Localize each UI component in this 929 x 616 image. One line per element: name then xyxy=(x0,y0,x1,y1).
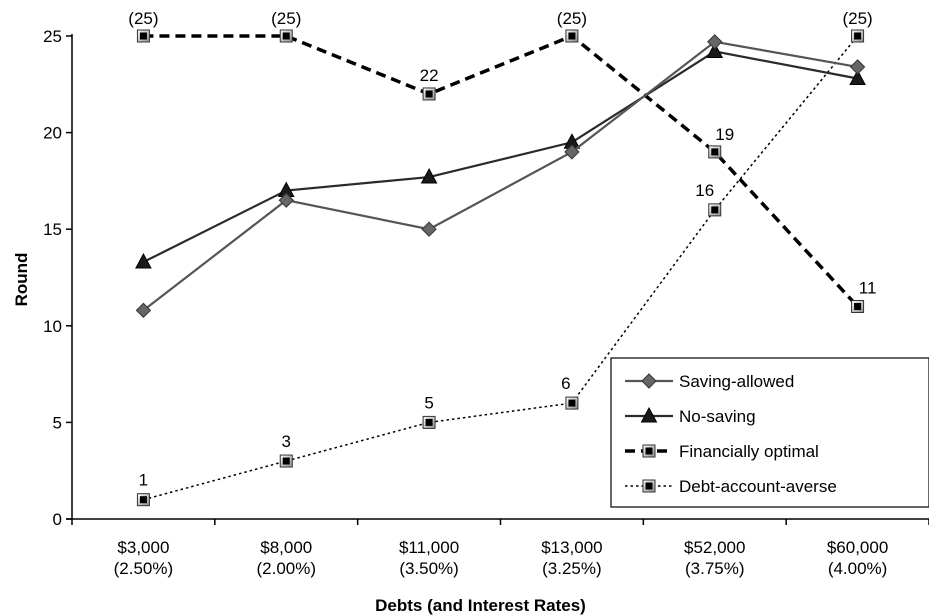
series-line xyxy=(143,33,859,308)
y-axis-title: Round xyxy=(12,253,31,307)
square-marker xyxy=(422,415,436,429)
legend-label: Debt-account-averse xyxy=(679,477,837,496)
square-marker xyxy=(136,493,150,507)
legend-square-marker xyxy=(642,444,656,458)
x-tick-label: $52,000 xyxy=(684,538,745,557)
data-label: 5 xyxy=(424,393,433,412)
marker-core xyxy=(645,482,653,490)
data-label: 19 xyxy=(715,125,734,144)
y-tick-label: 5 xyxy=(53,413,62,432)
marker-core xyxy=(425,90,433,98)
legend-item: Financially optimal xyxy=(625,442,819,461)
data-label: (25) xyxy=(271,9,301,28)
legend-label: Financially optimal xyxy=(679,442,819,461)
x-tick-label: $11,000 xyxy=(399,538,459,557)
square-marker xyxy=(708,203,722,217)
axes: 0510152025$3,000(2.50%)$8,000(2.00%)$11,… xyxy=(43,27,929,578)
y-tick-label: 15 xyxy=(43,220,62,239)
x-tick-label: (4.00%) xyxy=(828,559,888,578)
series-no-saving xyxy=(135,42,866,269)
marker-core xyxy=(139,32,147,40)
data-label: 11 xyxy=(859,278,877,297)
data-label: 16 xyxy=(695,181,714,200)
series-line xyxy=(142,40,858,312)
diamond-marker xyxy=(849,59,866,75)
y-tick-label: 0 xyxy=(53,510,62,529)
legend-label: No-saving xyxy=(679,407,756,426)
square-marker xyxy=(565,396,579,410)
series-line xyxy=(143,35,859,501)
triangle-marker xyxy=(135,252,152,269)
x-tick-label: (3.75%) xyxy=(685,559,745,578)
marker-core xyxy=(568,399,576,407)
x-axis-title: Debts (and Interest Rates) xyxy=(375,596,586,615)
marker-core xyxy=(711,148,719,156)
square-marker xyxy=(565,29,579,43)
square-marker xyxy=(422,87,436,101)
x-tick-label: (2.00%) xyxy=(256,559,316,578)
series-financially-optimal xyxy=(136,29,865,313)
square-marker xyxy=(851,299,865,313)
y-tick-label: 25 xyxy=(43,27,62,46)
data-label: (25) xyxy=(557,9,587,28)
legend: Saving-allowed No-saving Financially optim… xyxy=(610,357,929,508)
square-marker xyxy=(136,29,150,43)
series-debt-account-averse xyxy=(136,29,865,507)
x-tick-label: (3.50%) xyxy=(399,559,459,578)
data-label: 3 xyxy=(282,432,291,451)
legend-diamond-marker xyxy=(641,373,657,389)
marker-core xyxy=(854,32,862,40)
legend-item: No-saving xyxy=(625,406,756,426)
data-label: 6 xyxy=(561,374,570,393)
diamond-marker xyxy=(707,34,723,50)
legend-box xyxy=(610,357,929,508)
data-label: 22 xyxy=(420,66,439,85)
legend-triangle-marker xyxy=(640,406,658,423)
diamond-marker xyxy=(278,192,294,208)
x-tick-label: $60,000 xyxy=(827,538,888,557)
square-marker xyxy=(708,145,722,159)
x-tick-label: (2.50%) xyxy=(114,559,174,578)
series-saving-allowed xyxy=(135,34,866,319)
marker-core xyxy=(711,206,719,214)
marker-core xyxy=(854,302,862,310)
legend-square-marker xyxy=(642,479,656,493)
series-line xyxy=(142,50,858,264)
x-tick-label: $3,000 xyxy=(117,538,169,557)
data-label: (25) xyxy=(128,9,158,28)
marker-core xyxy=(139,496,147,504)
legend-item: Debt-account-averse xyxy=(625,477,837,496)
x-tick-label: $13,000 xyxy=(541,538,602,557)
square-marker xyxy=(279,454,293,468)
marker-core xyxy=(425,418,433,426)
marker-core xyxy=(645,447,653,455)
legend-label: Saving-allowed xyxy=(679,372,794,391)
y-tick-label: 20 xyxy=(43,124,62,143)
x-tick-label: $8,000 xyxy=(260,538,312,557)
triangle-marker xyxy=(849,69,866,86)
diamond-marker xyxy=(564,144,580,160)
y-tick-label: 10 xyxy=(43,317,62,336)
data-label: (25) xyxy=(842,9,872,28)
marker-core xyxy=(282,32,290,40)
square-marker xyxy=(279,29,293,43)
diamond-marker xyxy=(421,221,437,237)
diamond-marker xyxy=(135,302,152,319)
marker-core xyxy=(282,457,290,465)
legend-item: Saving-allowed xyxy=(625,372,794,391)
triangle-marker xyxy=(420,167,438,184)
series-layer xyxy=(135,29,866,507)
marker-core xyxy=(568,32,576,40)
x-tick-label: (3.25%) xyxy=(542,559,602,578)
square-marker xyxy=(851,29,865,43)
data-label: 1 xyxy=(139,471,148,490)
triangle-marker xyxy=(706,42,724,58)
